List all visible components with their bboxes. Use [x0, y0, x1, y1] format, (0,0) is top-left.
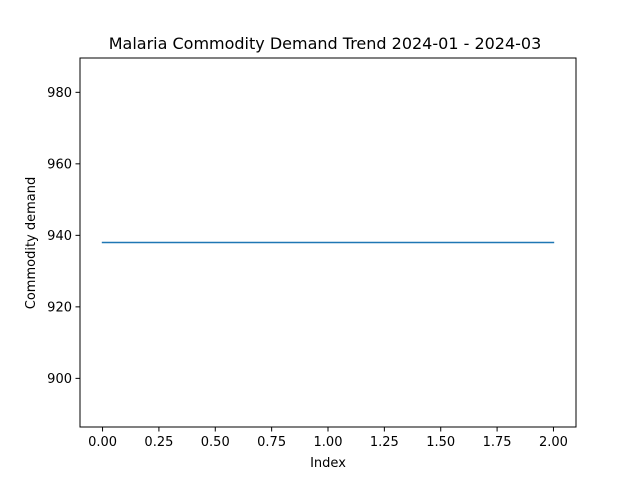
y-axis-label: Commodity demand	[24, 177, 39, 309]
x-axis-label: Index	[310, 456, 346, 471]
x-tick-label: 0.00	[88, 435, 117, 450]
x-tick-label: 2.00	[539, 435, 568, 450]
x-tick-label: 0.50	[201, 435, 230, 450]
y-tick-label: 940	[47, 229, 72, 244]
y-tick-label: 980	[47, 86, 72, 101]
x-tick-label: 1.50	[426, 435, 455, 450]
x-axis: 0.00 0.25 0.50 0.75 1.00 1.25 1.50 1.75 2.00	[88, 427, 568, 450]
chart-title: Malaria Commodity Demand Trend 2024-01 -…	[109, 34, 542, 53]
y-tick-label: 920	[47, 300, 72, 315]
x-tick-label: 0.75	[257, 435, 286, 450]
y-axis: 900 920 940 960 980	[47, 86, 80, 387]
x-tick-label: 1.75	[483, 435, 512, 450]
x-tick-label: 0.25	[144, 435, 173, 450]
x-tick-label: 1.00	[314, 435, 343, 450]
y-tick-label: 900	[47, 372, 72, 387]
y-tick-label: 960	[47, 157, 72, 172]
x-tick-label: 1.25	[370, 435, 399, 450]
